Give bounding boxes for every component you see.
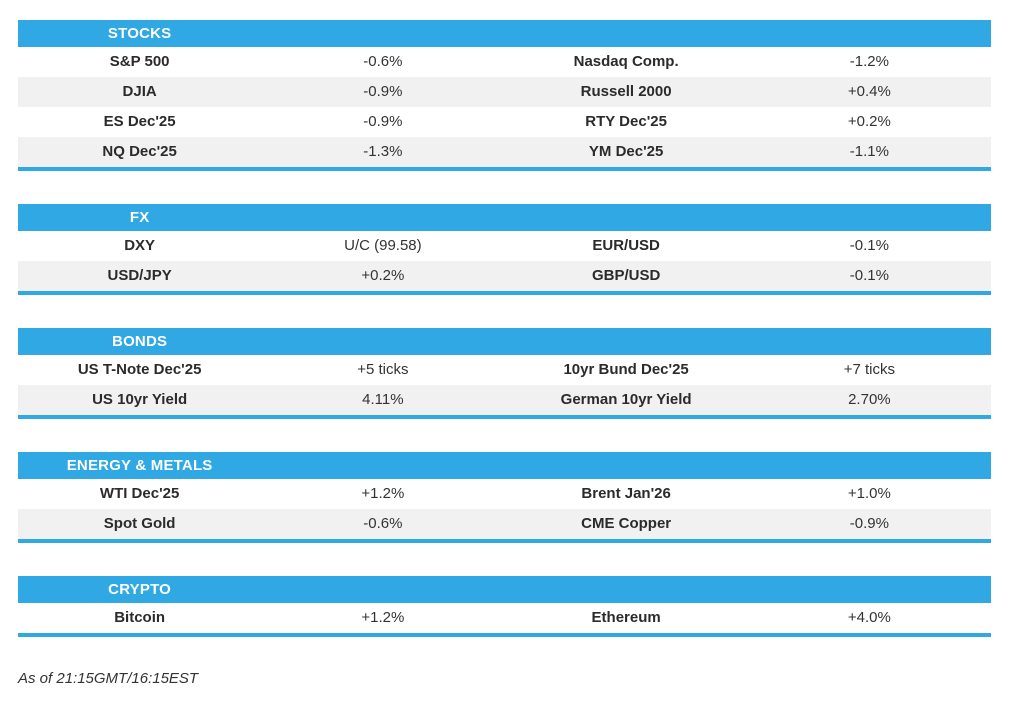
table-row: US 10yr Yield 4.11% German 10yr Yield 2.…: [18, 385, 991, 415]
instrument-value: -1.3%: [363, 143, 403, 160]
table-row: NQ Dec'25 -1.3% YM Dec'25 -1.1%: [18, 137, 991, 167]
instrument-value: +1.0%: [847, 485, 891, 502]
market-wrap-table: STOCKS S&P 500 -0.6% Nasdaq Comp. -1.2% …: [18, 20, 991, 687]
table-row: ES Dec'25 -0.9% RTY Dec'25 +0.2%: [18, 107, 991, 137]
instrument-value: -0.9%: [363, 113, 403, 130]
table-row: USD/JPY +0.2% GBP/USD -0.1%: [18, 261, 991, 291]
instrument-value: +7 ticks: [843, 361, 896, 378]
instrument-label: ES Dec'25: [103, 113, 176, 130]
instrument-label: Ethereum: [591, 609, 661, 626]
instrument-value: +1.2%: [361, 485, 405, 502]
instrument-value: -0.6%: [363, 515, 403, 532]
instrument-label: US T-Note Dec'25: [77, 361, 202, 378]
section-title: BONDS: [112, 333, 168, 350]
instrument-value: +0.2%: [847, 113, 891, 130]
instrument-value: 4.11%: [362, 391, 404, 408]
section-header-stocks: STOCKS: [18, 20, 991, 47]
table-row: WTI Dec'25 +1.2% Brent Jan'26 +1.0%: [18, 479, 991, 509]
instrument-value: -0.1%: [849, 267, 889, 284]
section-header-bonds: BONDS: [18, 328, 991, 355]
instrument-label: GBP/USD: [591, 267, 661, 284]
instrument-label: US 10yr Yield: [92, 391, 188, 408]
instrument-label: Spot Gold: [103, 515, 176, 532]
section-title: ENERGY & METALS: [66, 457, 213, 474]
instrument-value: -0.9%: [363, 83, 403, 100]
table-row: US T-Note Dec'25 +5 ticks 10yr Bund Dec'…: [18, 355, 991, 385]
section-header-energy-metals: ENERGY & METALS: [18, 452, 991, 479]
instrument-label: NQ Dec'25: [102, 143, 177, 160]
instrument-label: Russell 2000: [580, 83, 672, 100]
section-bonds: BONDS US T-Note Dec'25 +5 ticks 10yr Bun…: [18, 328, 991, 419]
instrument-label: USD/JPY: [107, 267, 172, 284]
instrument-label: German 10yr Yield: [560, 391, 692, 408]
instrument-label: WTI Dec'25: [99, 485, 180, 502]
instrument-value: +1.2%: [361, 609, 405, 626]
instrument-label: CME Copper: [581, 515, 672, 532]
instrument-value: -0.1%: [849, 237, 889, 254]
instrument-value: +5 ticks: [357, 361, 409, 378]
table-row: DXY U/C (99.58) EUR/USD -0.1%: [18, 231, 991, 261]
instrument-value: 2.70%: [848, 391, 891, 408]
instrument-value: -0.9%: [849, 515, 889, 532]
instrument-label: S&P 500: [109, 53, 170, 70]
instrument-value: +0.4%: [847, 83, 891, 100]
table-row: DJIA -0.9% Russell 2000 +0.4%: [18, 77, 991, 107]
table-row: Spot Gold -0.6% CME Copper -0.9%: [18, 509, 991, 539]
instrument-label: Nasdaq Comp.: [573, 53, 679, 70]
section-fx: FX DXY U/C (99.58) EUR/USD -0.1% USD/JPY…: [18, 204, 991, 295]
section-title: CRYPTO: [108, 581, 172, 598]
table-row: S&P 500 -0.6% Nasdaq Comp. -1.2%: [18, 47, 991, 77]
section-header-fx: FX: [18, 204, 991, 231]
instrument-value: -1.1%: [849, 143, 889, 160]
instrument-label: RTY Dec'25: [585, 113, 667, 130]
instrument-label: 10yr Bund Dec'25: [563, 361, 689, 378]
section-crypto: CRYPTO Bitcoin +1.2% Ethereum +4.0%: [18, 576, 991, 637]
instrument-label: EUR/USD: [592, 237, 660, 254]
section-header-crypto: CRYPTO: [18, 576, 991, 603]
section-energy-metals: ENERGY & METALS WTI Dec'25 +1.2% Brent J…: [18, 452, 991, 543]
instrument-label: DJIA: [122, 83, 157, 100]
instrument-value: -1.2%: [849, 53, 889, 70]
section-stocks: STOCKS S&P 500 -0.6% Nasdaq Comp. -1.2% …: [18, 20, 991, 171]
as-of-timestamp: As of 21:15GMT/16:15EST: [18, 670, 199, 687]
instrument-value: +4.0%: [847, 609, 891, 626]
instrument-label: DXY: [124, 237, 156, 254]
instrument-value: U/C (99.58): [344, 237, 422, 254]
instrument-label: Bitcoin: [114, 609, 166, 626]
instrument-label: YM Dec'25: [588, 143, 664, 160]
section-title: STOCKS: [107, 25, 172, 42]
instrument-label: Brent Jan'26: [581, 485, 671, 502]
instrument-value: +0.2%: [361, 267, 405, 284]
table-row: Bitcoin +1.2% Ethereum +4.0%: [18, 603, 991, 633]
instrument-value: -0.6%: [363, 53, 403, 70]
section-title: FX: [129, 209, 150, 226]
